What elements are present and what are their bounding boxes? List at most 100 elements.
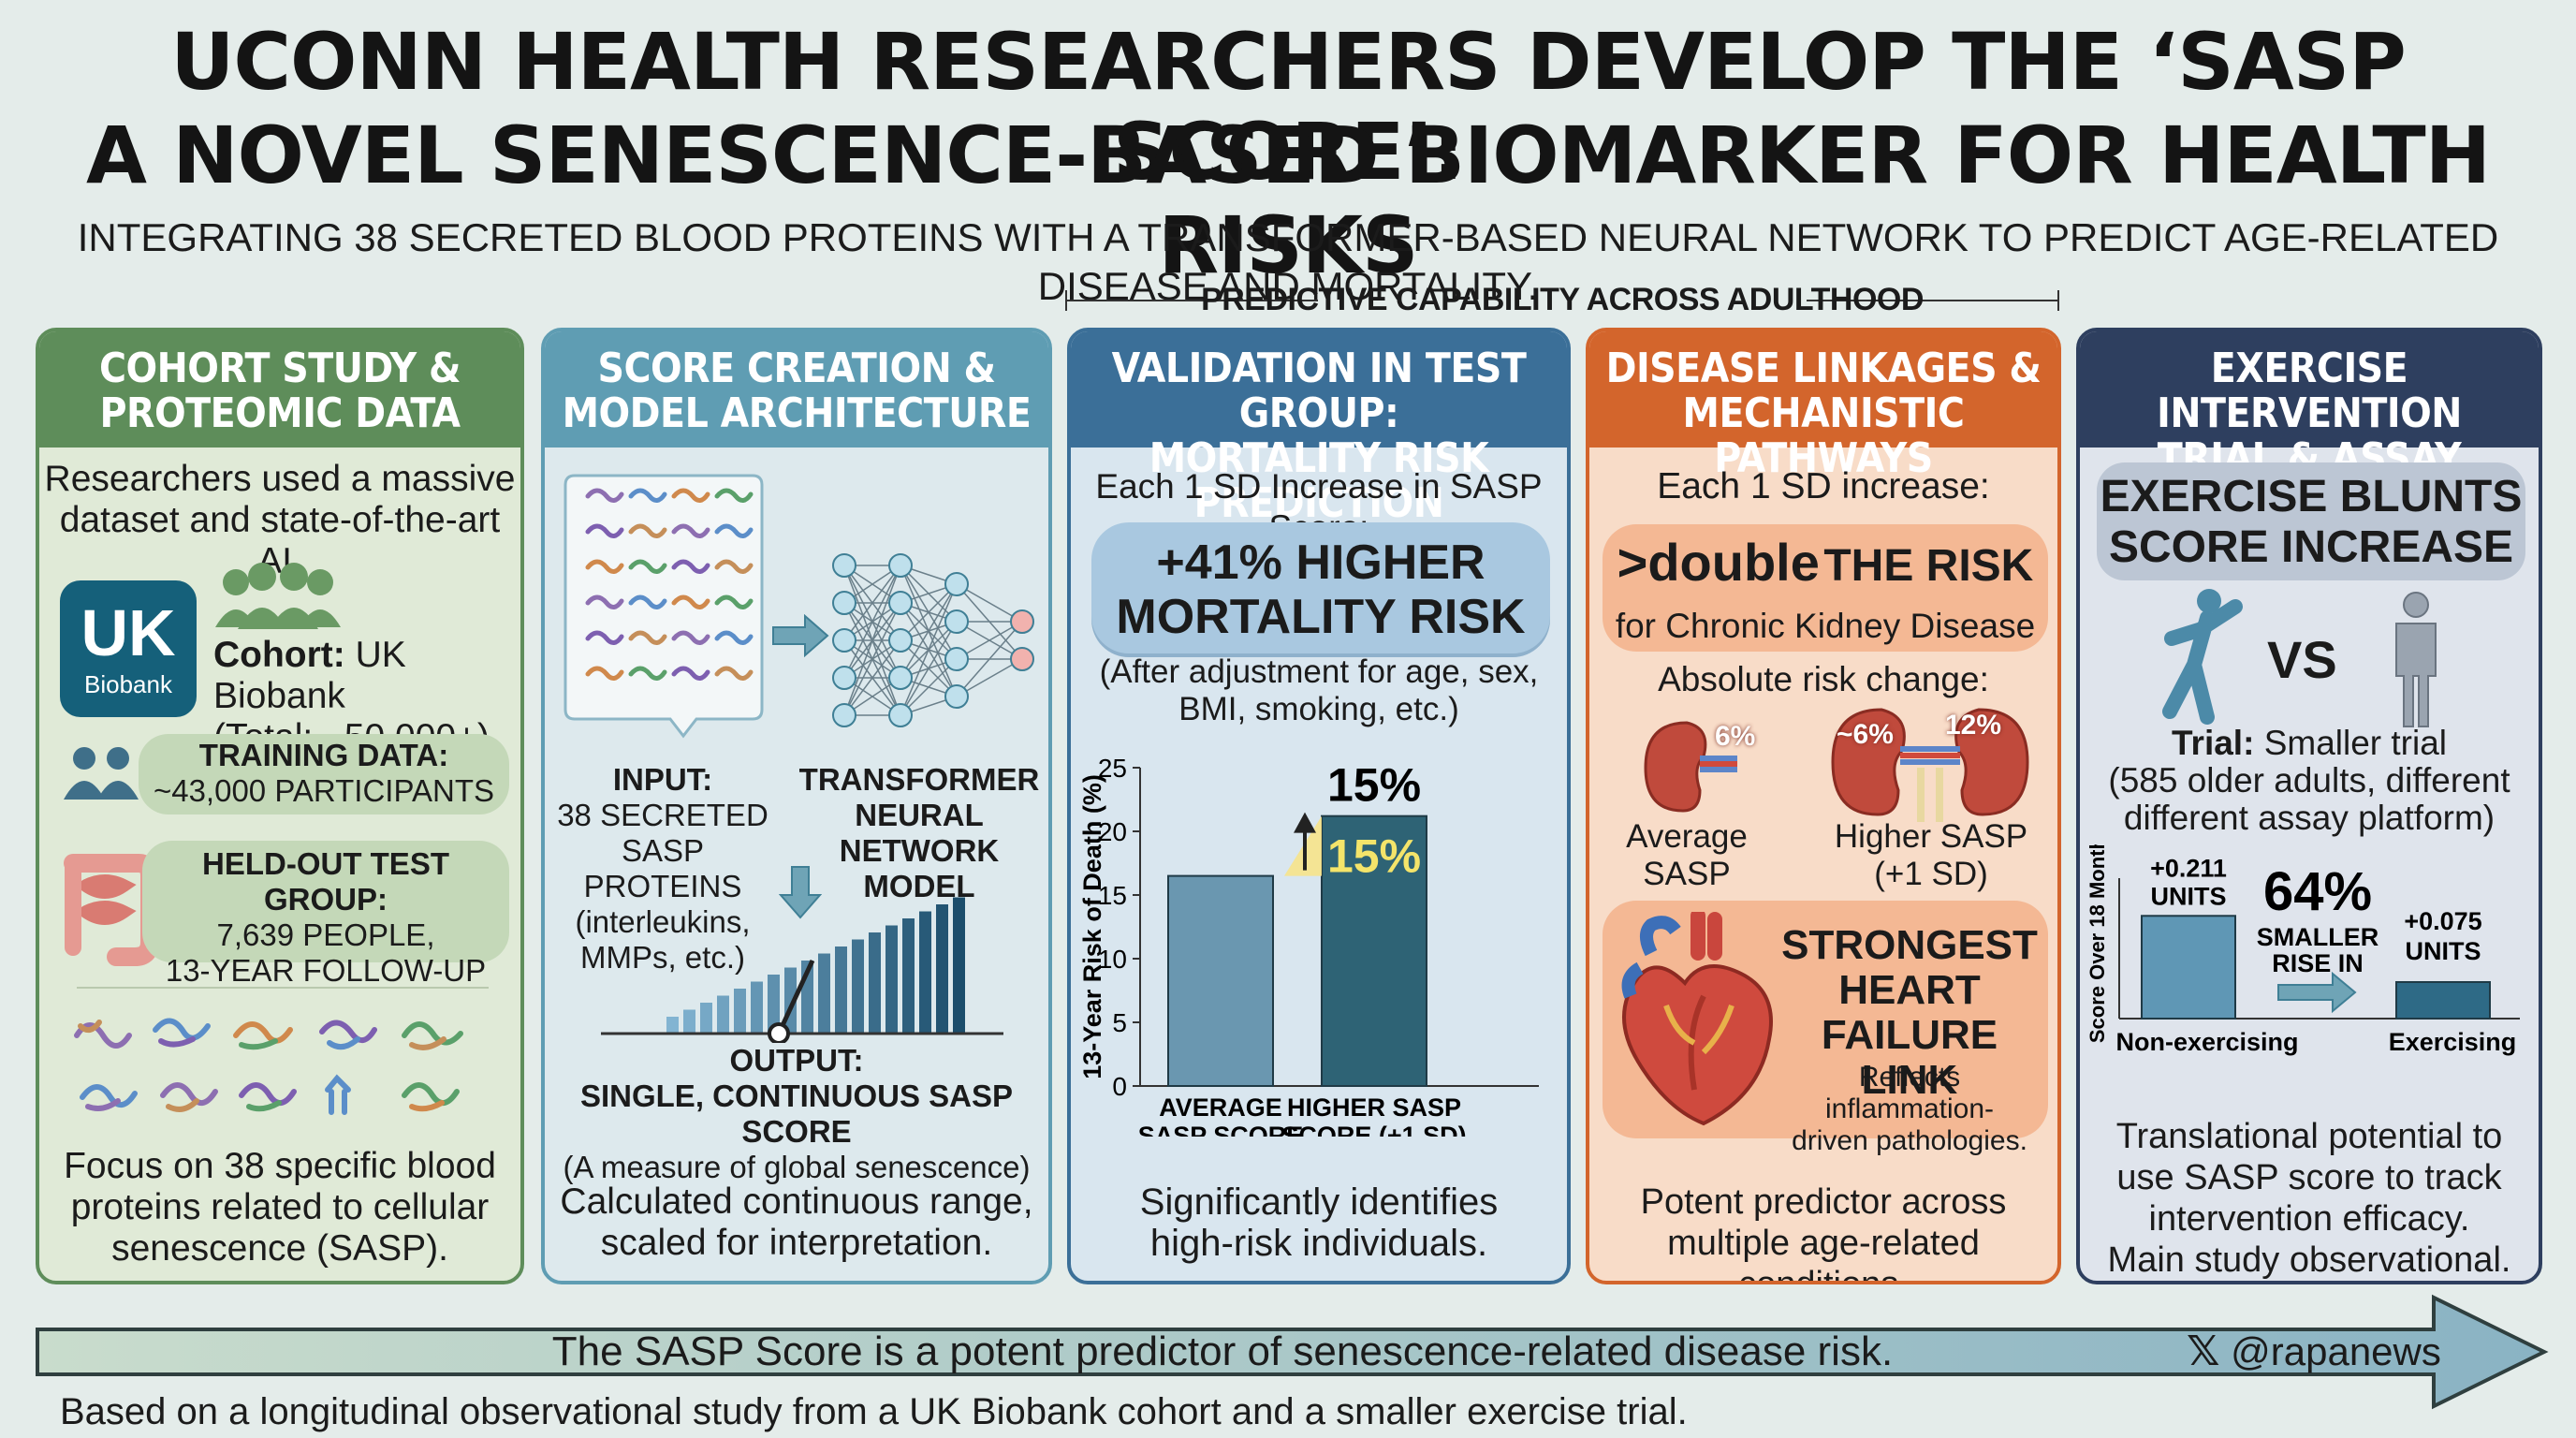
gauge-needle bbox=[776, 959, 815, 1035]
panel-score-creation: SCORE CREATION & MODEL ARCHITECTURE INPU… bbox=[541, 328, 1052, 1284]
test-group-pill: HELD-OUT TEST GROUP: 7,639 PEOPLE, 13-YE… bbox=[142, 841, 509, 988]
training-value: ~43,000 PARTICIPANTS bbox=[153, 773, 495, 808]
validation-footer-line-2: high-risk individuals. bbox=[1149, 1223, 1488, 1264]
highlight-the-risk: THE RISK bbox=[1823, 541, 2034, 591]
training-data-pill: TRAINING DATA: ~43,000 PARTICIPANTS bbox=[139, 734, 509, 814]
title-line-2: A NOVEL SENESCENCE-BASED BIOMARKER FOR H… bbox=[85, 110, 2491, 291]
panel-disease-title-2: MECHANISTIC PATHWAYS bbox=[1682, 389, 1965, 482]
increase-arrow bbox=[1294, 812, 1316, 833]
neuron-node bbox=[832, 591, 856, 615]
cohort-footer-line-2: proteins related to cellular bbox=[70, 1187, 490, 1227]
subtitle: INTEGRATING 38 SECRETED BLOOD PROTEINS W… bbox=[77, 215, 2499, 308]
gauge-bar bbox=[734, 989, 746, 1034]
highlight-ckd: for Chronic Kidney Disease bbox=[1615, 607, 2036, 645]
protein-glyph bbox=[714, 666, 754, 681]
predictive-capability-label: PREDICTIVE CAPABILITY ACROSS ADULTHOOD bbox=[1201, 282, 1924, 317]
exercise-footer: Translational potential to use SASP scor… bbox=[2080, 1116, 2539, 1281]
model-block: TRANSFORMER NEURAL NETWORK MODEL bbox=[790, 762, 1048, 904]
panel-disease-header: DISEASE LINKAGES & MECHANISTIC PATHWAYS bbox=[1589, 331, 2057, 481]
reduction-pct: 64% bbox=[2263, 861, 2372, 922]
protein-glyph bbox=[714, 488, 754, 503]
test-group-value-1: 7,639 PEOPLE, bbox=[216, 917, 435, 952]
down-arrow-icon bbox=[779, 866, 822, 919]
protein-glyph bbox=[671, 523, 710, 538]
reduction-label-2: RISE IN bbox=[2272, 949, 2364, 977]
protein-glyph bbox=[585, 488, 624, 503]
kidney-high-label-1: Higher SASP bbox=[1834, 818, 2028, 855]
heart-note-2: driven pathologies. bbox=[1792, 1125, 2027, 1156]
kidney-risk-highlight: >double THE RISK for Chronic Kidney Dise… bbox=[1603, 524, 2048, 652]
protein-molecule-icon bbox=[74, 1018, 463, 1115]
protein-glyph bbox=[585, 666, 624, 681]
cohort-label: Cohort: bbox=[213, 635, 345, 675]
trial-detail-2: different assay platform) bbox=[2123, 799, 2496, 837]
panel-score-title-1: SCORE CREATION & bbox=[597, 345, 996, 392]
cohort-intro: Researchers used a massive dataset and s… bbox=[39, 459, 520, 582]
reduction-label-1: SMALLER bbox=[2257, 923, 2379, 951]
neuron-node bbox=[1010, 609, 1034, 634]
input-line-3: (interleukins, bbox=[575, 904, 751, 939]
score-footer: Calculated continuous range, scaled for … bbox=[545, 1181, 1048, 1264]
input-line-4: MMPs, etc.) bbox=[579, 940, 745, 975]
panel-validation-title-1: VALIDATION IN TEST GROUP: bbox=[1111, 345, 1527, 437]
panel-validation-header: VALIDATION IN TEST GROUP: MORTALITY RISK… bbox=[1071, 331, 1567, 526]
protein-glyph bbox=[628, 630, 667, 645]
mortality-note-line-2: BMI, smoking, etc.) bbox=[1178, 691, 1459, 727]
cohort-footer-line-1: Focus on 38 specific blood bbox=[64, 1146, 496, 1186]
protein-glyph bbox=[671, 559, 710, 574]
mini-bar1-value: +0.211 bbox=[2150, 854, 2227, 882]
absolute-risk-label: Absolute risk change: bbox=[1658, 660, 1989, 698]
bar-average bbox=[1167, 874, 1274, 1087]
neuron-node bbox=[944, 684, 969, 709]
protein-glyph bbox=[628, 666, 667, 681]
score-footer-line-2: scaled for interpretation. bbox=[600, 1223, 993, 1263]
panel-cohort: COHORT STUDY & PROTEOMIC DATA Researcher… bbox=[36, 328, 524, 1284]
protein-glyph bbox=[671, 594, 710, 609]
kidney-high-label: Higher SASP (+1 SD) bbox=[1814, 818, 2048, 893]
y-tick-label: 0 bbox=[1112, 1072, 1127, 1101]
right-arrow-icon bbox=[772, 614, 829, 657]
gauge-bar bbox=[700, 1003, 712, 1034]
exercise-footer-line-2: use SASP score to track bbox=[2116, 1158, 2502, 1197]
output-block: OUTPUT: SINGLE, CONTINUOUS SASP SCORE (A… bbox=[545, 1043, 1048, 1185]
person-pair-icon bbox=[64, 747, 139, 800]
heart-failure-title: STRONGEST HEART FAILURE LINK bbox=[1773, 923, 2046, 1103]
footer-note: Based on a longitudinal observational st… bbox=[60, 1391, 1688, 1432]
kidney-avg-label-2: SASP bbox=[1643, 856, 1731, 892]
score-footer-line-1: Calculated continuous range, bbox=[560, 1181, 1033, 1222]
y-tick-label: 15 bbox=[1098, 881, 1127, 910]
mini-bar1-unit: UNITS bbox=[2151, 882, 2227, 910]
kidney-high-pct-1: ~6% bbox=[1837, 719, 1894, 750]
annotation-inset: 15% bbox=[1327, 830, 1421, 883]
neuron-node bbox=[832, 628, 856, 653]
test-group-value-2: 13-YEAR FOLLOW-UP bbox=[165, 953, 487, 988]
x-tick-label: HIGHER SASP bbox=[1287, 1093, 1461, 1122]
protein-glyph bbox=[585, 594, 624, 609]
logo-main-text: UK bbox=[80, 596, 176, 669]
social-handle[interactable]: 𝕏 @rapanews bbox=[2187, 1328, 2441, 1376]
mini-y-label: Score Over 18 Months bbox=[2086, 844, 2109, 1043]
input-line-1: 38 SECRETED bbox=[557, 798, 768, 832]
mortality-note: (After adjustment for age, sex, BMI, smo… bbox=[1071, 653, 1567, 728]
standing-person-icon bbox=[2395, 592, 2437, 727]
handle-text: @rapanews bbox=[2231, 1329, 2441, 1373]
protein-glyph bbox=[671, 666, 710, 681]
gauge-bar bbox=[869, 932, 881, 1034]
neuron-node bbox=[1010, 647, 1034, 671]
disease-intro: Each 1 SD increase: bbox=[1657, 466, 1990, 506]
kidney-avg-label: Average SASP bbox=[1604, 818, 1769, 893]
panel-validation: VALIDATION IN TEST GROUP: MORTALITY RISK… bbox=[1067, 328, 1571, 1284]
heart-icon bbox=[1621, 912, 1773, 1126]
exercising-person-icon bbox=[2162, 589, 2243, 725]
gauge-bar bbox=[919, 911, 931, 1034]
protein-glyph bbox=[628, 559, 667, 574]
exercise-highlight: EXERCISE BLUNTS SCORE INCREASE bbox=[2097, 462, 2525, 580]
y-tick-label: 25 bbox=[1098, 754, 1127, 783]
protein-glyph bbox=[585, 523, 624, 538]
kidney-icon bbox=[1644, 721, 1737, 813]
gauge-bar bbox=[902, 918, 915, 1034]
exercise-highlight-2: SCORE INCREASE bbox=[2108, 522, 2514, 572]
gauge-bar bbox=[666, 1017, 679, 1034]
disease-footer-line-1: Potent predictor across bbox=[1640, 1182, 2007, 1222]
heart-note-1: Reflects inflammation- bbox=[1824, 1062, 1995, 1124]
